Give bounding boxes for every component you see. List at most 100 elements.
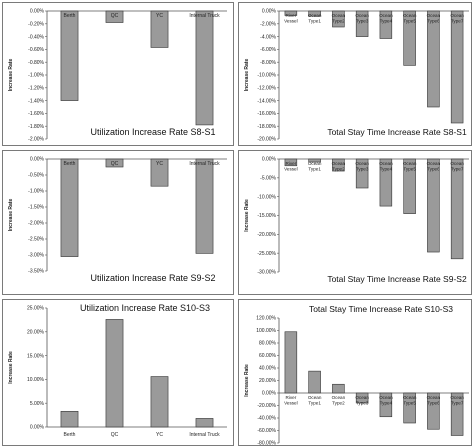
y-tick-label: -1.50% bbox=[28, 205, 44, 211]
bar bbox=[284, 331, 298, 394]
category-label: Berth bbox=[64, 161, 76, 167]
y-tick-label: 25.00% bbox=[27, 306, 45, 312]
category-label: Ocean Type5 bbox=[403, 13, 417, 23]
y-tick-label: -20.00% bbox=[257, 232, 276, 238]
bar bbox=[355, 158, 369, 189]
chart-title: Utilization Increase Rate S9-S2 bbox=[90, 273, 215, 283]
bar bbox=[150, 10, 169, 48]
y-tick-label: -1.80% bbox=[28, 124, 44, 130]
bar bbox=[195, 10, 214, 126]
category-label: River Vessel bbox=[284, 13, 298, 23]
y-tick-label: -2.00% bbox=[28, 221, 44, 227]
bar bbox=[60, 158, 79, 257]
y-tick-label: -40.00% bbox=[257, 416, 276, 422]
category-label: Ocean Type4 bbox=[379, 395, 393, 405]
y-tick-label: -1.60% bbox=[28, 111, 44, 117]
y-tick-label: -1.20% bbox=[28, 86, 44, 92]
y-tick-label: -1.40% bbox=[28, 98, 44, 104]
bar bbox=[105, 10, 124, 23]
bar bbox=[379, 10, 393, 39]
bar bbox=[308, 158, 321, 163]
bar bbox=[403, 392, 416, 424]
chart-title: Total Stay Time Increase Rate S8-S1 bbox=[327, 127, 467, 137]
category-label: Ocean Type1 bbox=[308, 13, 322, 23]
bar bbox=[450, 392, 464, 436]
y-tick-label: 0.00% bbox=[262, 391, 277, 397]
bar bbox=[105, 319, 124, 428]
category-label: Internal Truck bbox=[189, 161, 220, 167]
y-tick-label: 15.00% bbox=[27, 353, 45, 359]
category-label: River Vessel bbox=[284, 395, 298, 405]
chart-title: Total Stay Time Increase Rate S9-S2 bbox=[327, 274, 467, 284]
y-tick-label: 5.00% bbox=[30, 401, 45, 407]
category-label: Ocean Type2 bbox=[332, 395, 346, 405]
chart-panel-stay-time-s8-s1: 0.00% -2.00% -4.00% -6.00% -8.00% -10.00% -12.… bbox=[238, 2, 472, 146]
chart-svg: 120.00% 100.00% 80.00% 60.00% 40.00% 20.00% 0.… bbox=[244, 304, 469, 447]
bar bbox=[195, 158, 214, 254]
chart-svg: 0.00% -0.50% -1.00% -1.50% -2.00% -2.50% -3.00… bbox=[8, 157, 227, 283]
y-tick-label: -1.00% bbox=[28, 73, 44, 79]
y-tick-label: 100.00% bbox=[256, 328, 276, 334]
bar bbox=[427, 10, 440, 108]
y-tick-label: -25.00% bbox=[257, 251, 276, 257]
category-label: Berth bbox=[64, 13, 76, 19]
chart-title: Utilization Increase Rate S8-S1 bbox=[90, 127, 215, 137]
chart-panel-utilization-s9-s2: 0.00% -0.50% -1.00% -1.50% -2.00% -2.50% -3.00… bbox=[2, 150, 234, 295]
bar bbox=[403, 10, 416, 66]
category-label: Ocean Type1 bbox=[308, 161, 322, 171]
category-label: Ocean Type4 bbox=[379, 161, 393, 171]
category-label: Ocean Type4 bbox=[379, 13, 393, 23]
category-label: Ocean Type6 bbox=[427, 161, 441, 171]
chart-panel-utilization-s8-s1: 0.00% -0.20% -0.40% -0.60% -0.80% -1.00% -1.20… bbox=[2, 2, 234, 146]
y-tick-label: -4.00% bbox=[260, 34, 276, 40]
bar bbox=[450, 10, 464, 124]
bar bbox=[284, 10, 298, 16]
category-label: Ocean Type2 bbox=[332, 161, 346, 171]
y-tick-label: -80.00% bbox=[257, 441, 276, 447]
y-tick-label: -5.00% bbox=[260, 176, 276, 182]
bar bbox=[284, 158, 298, 167]
y-tick-label: 120.00% bbox=[256, 316, 276, 322]
bar bbox=[427, 158, 440, 253]
category-label: Ocean Type2 bbox=[332, 13, 346, 23]
y-tick-label: 20.00% bbox=[259, 378, 277, 384]
category-label: Internal Truck bbox=[189, 432, 220, 438]
category-label: QC bbox=[111, 161, 119, 167]
category-label: Ocean Type6 bbox=[427, 13, 441, 23]
category-label: YC bbox=[156, 13, 163, 19]
bar bbox=[150, 376, 169, 428]
y-tick-label: 60.00% bbox=[259, 353, 277, 359]
category-label: Ocean Type5 bbox=[403, 161, 417, 171]
y-tick-label: -3.50% bbox=[28, 269, 44, 275]
y-tick-label: 0.00% bbox=[262, 9, 277, 15]
y-tick-label: -0.60% bbox=[28, 47, 44, 53]
chart-title: Utilization Increase Rate S10-S3 bbox=[80, 303, 210, 313]
category-label: River Vessel bbox=[284, 161, 298, 171]
bar bbox=[308, 370, 321, 394]
y-tick-label: -10.00% bbox=[257, 194, 276, 200]
category-label: Ocean Type3 bbox=[355, 161, 369, 171]
y-tick-label: -60.00% bbox=[257, 428, 276, 434]
category-label: Ocean Type3 bbox=[355, 395, 369, 405]
y-tick-label: -12.00% bbox=[257, 86, 276, 92]
y-tick-label: -2.00% bbox=[28, 137, 44, 143]
y-tick-label: -14.00% bbox=[257, 98, 276, 104]
bar bbox=[195, 418, 214, 428]
chart-svg: 25.00% 20.00% 15.00% 10.00% 5.00% 0.00% Increa… bbox=[8, 303, 227, 438]
bar bbox=[332, 10, 345, 28]
chart-svg: 0.00% -5.00% -10.00% -15.00% -20.00% -25.00% -… bbox=[244, 157, 469, 284]
y-axis-title: Increase Rate bbox=[8, 351, 14, 384]
y-tick-label: -16.00% bbox=[257, 111, 276, 117]
y-axis-title: Increase Rate bbox=[8, 199, 14, 232]
category-label: QC bbox=[111, 432, 119, 438]
category-label: Ocean Type7 bbox=[450, 161, 464, 171]
y-axis-title: Increase Rate bbox=[244, 364, 250, 397]
bar bbox=[403, 158, 416, 214]
category-label: Ocean Type6 bbox=[427, 395, 441, 405]
chart-panel-stay-time-s10-s3: 120.00% 100.00% 80.00% 60.00% 40.00% 20.00% 0.… bbox=[238, 299, 472, 447]
bar bbox=[60, 10, 79, 101]
y-tick-label: 0.00% bbox=[30, 425, 45, 431]
y-tick-label: -0.50% bbox=[28, 173, 44, 179]
y-tick-label: -0.80% bbox=[28, 60, 44, 66]
category-label: Ocean Type7 bbox=[450, 13, 464, 23]
